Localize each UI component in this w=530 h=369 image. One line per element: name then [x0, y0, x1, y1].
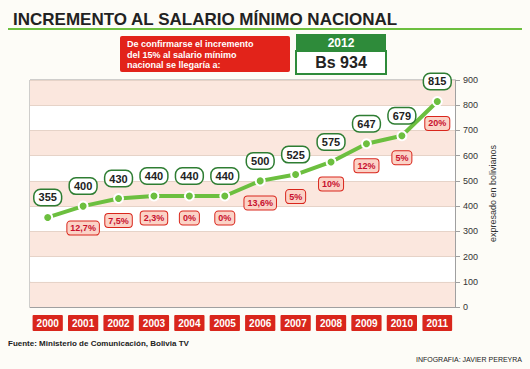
- svg-text:2002: 2002: [107, 318, 130, 329]
- svg-text:600: 600: [463, 151, 478, 161]
- svg-text:0: 0: [463, 302, 468, 312]
- svg-text:2010: 2010: [391, 318, 414, 329]
- svg-text:5%: 5%: [289, 192, 302, 202]
- svg-text:440: 440: [145, 170, 163, 182]
- svg-text:430: 430: [109, 173, 127, 185]
- svg-text:440: 440: [216, 170, 234, 182]
- svg-text:200: 200: [463, 252, 478, 262]
- svg-text:400: 400: [463, 201, 478, 211]
- svg-text:100: 100: [463, 277, 478, 287]
- svg-text:525: 525: [286, 149, 304, 161]
- svg-text:Bs 934: Bs 934: [315, 54, 367, 71]
- svg-text:2001: 2001: [72, 318, 95, 329]
- svg-text:700: 700: [463, 125, 478, 135]
- svg-text:2000: 2000: [37, 318, 60, 329]
- svg-text:355: 355: [39, 191, 57, 203]
- svg-text:del 15% al salario mínimo: del 15% al salario mínimo: [127, 50, 237, 60]
- svg-text:400: 400: [74, 180, 92, 192]
- svg-text:2004: 2004: [178, 318, 201, 329]
- svg-text:679: 679: [393, 110, 411, 122]
- svg-text:INFOGRAFIA: JAVIER PEREYRA: INFOGRAFIA: JAVIER PEREYRA: [416, 356, 522, 363]
- svg-text:2003: 2003: [143, 318, 166, 329]
- svg-text:2011: 2011: [426, 318, 448, 329]
- svg-text:10%: 10%: [322, 179, 340, 189]
- svg-text:2005: 2005: [214, 318, 237, 329]
- svg-text:2006: 2006: [249, 318, 272, 329]
- svg-text:0%: 0%: [183, 213, 196, 223]
- svg-text:12,7%: 12,7%: [70, 223, 96, 233]
- svg-text:expresado en bolivianos: expresado en bolivianos: [488, 144, 498, 242]
- svg-text:0%: 0%: [218, 213, 231, 223]
- svg-text:2008: 2008: [320, 318, 343, 329]
- svg-text:440: 440: [180, 170, 198, 182]
- svg-text:20%: 20%: [428, 118, 446, 128]
- svg-text:12%: 12%: [357, 161, 375, 171]
- svg-text:De confirmarse el incremento: De confirmarse el incremento: [127, 39, 254, 49]
- svg-text:2009: 2009: [355, 318, 378, 329]
- svg-text:2012: 2012: [328, 36, 355, 50]
- svg-text:Fuente: Ministerio de Comunica: Fuente: Ministerio de Comunicación, Boli…: [8, 339, 190, 348]
- svg-text:nacional se llegaría a:: nacional se llegaría a:: [127, 60, 221, 70]
- svg-text:900: 900: [463, 75, 478, 85]
- svg-text:647: 647: [357, 118, 375, 130]
- svg-text:13,6%: 13,6%: [247, 198, 273, 208]
- svg-text:2,3%: 2,3%: [144, 213, 165, 223]
- svg-text:300: 300: [463, 226, 478, 236]
- svg-text:500: 500: [463, 176, 478, 186]
- svg-text:5%: 5%: [395, 153, 408, 163]
- svg-text:500: 500: [251, 155, 269, 167]
- svg-text:2007: 2007: [285, 318, 308, 329]
- svg-text:800: 800: [463, 100, 478, 110]
- svg-text:815: 815: [428, 75, 446, 87]
- svg-text:7,5%: 7,5%: [108, 216, 129, 226]
- svg-text:INCREMENTO AL SALARIO MÍNIMO N: INCREMENTO AL SALARIO MÍNIMO NACIONAL: [13, 10, 397, 29]
- svg-text:575: 575: [322, 136, 340, 148]
